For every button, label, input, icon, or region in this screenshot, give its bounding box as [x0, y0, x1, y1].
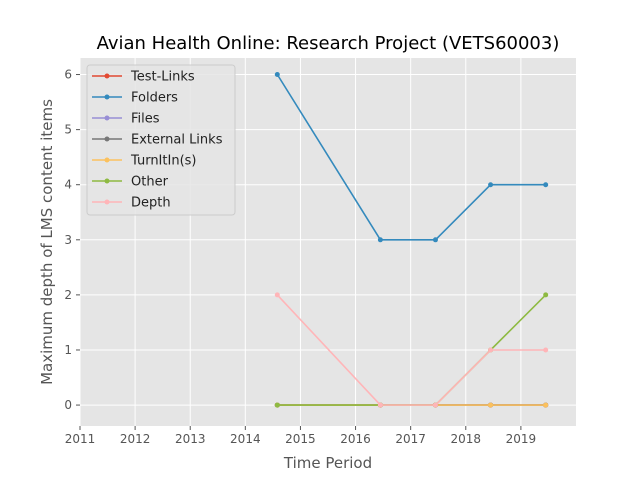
- y-tick-label: 4: [64, 178, 72, 192]
- data-point: [488, 182, 494, 188]
- legend-frame: [86, 64, 236, 216]
- legend-label: Depth: [131, 196, 171, 211]
- x-axis-ticks: 2011 2012 2013 2014 2015 2016 2017 2018 2019: [65, 426, 536, 446]
- data-point: [377, 237, 383, 243]
- legend-item: Folders: [92, 91, 178, 106]
- x-tick-label: 2014: [230, 432, 261, 446]
- legend-marker: [104, 73, 110, 79]
- y-tick-label: 1: [64, 343, 72, 357]
- data-point: [274, 72, 280, 78]
- legend-label: Folders: [131, 91, 178, 106]
- y-tick-label: 2: [64, 288, 72, 302]
- data-point: [274, 292, 280, 298]
- y-tick-label: 5: [64, 123, 72, 137]
- legend-marker: [104, 178, 110, 184]
- legend-label: Test-Links: [130, 70, 195, 85]
- x-tick-label: 2016: [340, 432, 371, 446]
- legend-item: TurnItIn(s): [92, 154, 196, 169]
- chart-title: Avian Health Online: Research Project (V…: [97, 33, 560, 54]
- data-point: [488, 347, 494, 353]
- data-point: [543, 347, 549, 353]
- data-point: [432, 402, 438, 408]
- legend-label: TurnItIn(s): [130, 154, 196, 169]
- data-point: [543, 292, 549, 298]
- x-tick-label: 2019: [506, 432, 537, 446]
- legend-label: Files: [131, 112, 160, 127]
- legend-marker: [104, 157, 110, 163]
- legend-item: Other: [92, 175, 169, 190]
- series-depth: [274, 292, 549, 408]
- data-point: [488, 402, 494, 408]
- x-tick-label: 2012: [120, 432, 151, 446]
- legend: Test-Links Folders Files External Links Turn…: [86, 64, 236, 216]
- x-tick-label: 2011: [65, 432, 96, 446]
- y-axis-ticks: 0 1 2 3 4 5 6: [64, 68, 80, 412]
- legend-item: Files: [92, 112, 160, 127]
- legend-marker: [104, 136, 110, 142]
- y-tick-label: 0: [64, 398, 72, 412]
- legend-label: Other: [131, 175, 169, 190]
- x-tick-label: 2013: [175, 432, 206, 446]
- legend-marker: [104, 199, 110, 205]
- data-point: [274, 402, 280, 408]
- x-tick-label: 2015: [285, 432, 316, 446]
- legend-item: External Links: [92, 133, 223, 148]
- legend-item: Depth: [92, 196, 171, 211]
- x-tick-label: 2017: [395, 432, 426, 446]
- legend-item: Test-Links: [92, 70, 195, 85]
- data-point: [543, 402, 549, 408]
- legend-marker: [104, 115, 110, 121]
- y-axis-label: Maximum depth of LMS content items: [38, 99, 56, 385]
- data-point: [377, 402, 383, 408]
- x-axis-label: Time Period: [283, 454, 372, 472]
- series-lines: [274, 72, 549, 408]
- y-tick-label: 6: [64, 68, 72, 82]
- legend-label: External Links: [131, 133, 223, 148]
- data-point: [432, 237, 438, 243]
- x-tick-label: 2018: [451, 432, 482, 446]
- legend-marker: [104, 94, 110, 100]
- series-folders: [274, 72, 549, 243]
- data-point: [543, 182, 549, 188]
- y-tick-label: 3: [64, 233, 72, 247]
